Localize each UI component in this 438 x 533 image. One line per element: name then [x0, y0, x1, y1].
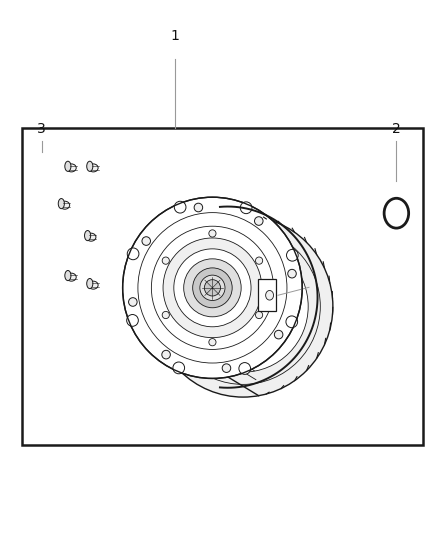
Ellipse shape [127, 248, 139, 260]
Ellipse shape [274, 330, 283, 339]
Polygon shape [228, 199, 333, 395]
Ellipse shape [254, 217, 263, 225]
Ellipse shape [87, 161, 93, 171]
Ellipse shape [142, 237, 151, 245]
Ellipse shape [255, 257, 263, 264]
Ellipse shape [123, 197, 302, 378]
Text: 1: 1 [171, 29, 180, 43]
Ellipse shape [67, 273, 76, 281]
Ellipse shape [222, 364, 231, 373]
Ellipse shape [288, 269, 296, 278]
Ellipse shape [138, 213, 287, 363]
Ellipse shape [193, 268, 232, 308]
Ellipse shape [265, 290, 273, 300]
Ellipse shape [184, 259, 241, 317]
Ellipse shape [152, 226, 273, 350]
Ellipse shape [162, 257, 170, 264]
Ellipse shape [86, 233, 96, 241]
Ellipse shape [127, 314, 138, 326]
Ellipse shape [209, 338, 216, 346]
Ellipse shape [58, 199, 64, 208]
Ellipse shape [286, 316, 297, 328]
Text: 3: 3 [37, 122, 46, 136]
Ellipse shape [205, 280, 220, 296]
Ellipse shape [194, 203, 203, 212]
Ellipse shape [166, 229, 320, 384]
FancyBboxPatch shape [258, 279, 276, 311]
Ellipse shape [162, 311, 170, 319]
Bar [22, 128, 423, 445]
Ellipse shape [178, 241, 308, 372]
Ellipse shape [239, 362, 251, 374]
Ellipse shape [85, 230, 91, 240]
Ellipse shape [163, 238, 262, 338]
Ellipse shape [209, 230, 216, 237]
Ellipse shape [174, 201, 186, 213]
Ellipse shape [129, 297, 137, 306]
Ellipse shape [88, 281, 98, 289]
Ellipse shape [286, 249, 298, 261]
Ellipse shape [255, 311, 263, 319]
Ellipse shape [153, 216, 333, 397]
Ellipse shape [174, 249, 251, 327]
Ellipse shape [65, 161, 71, 171]
Ellipse shape [173, 362, 184, 374]
Ellipse shape [67, 164, 76, 172]
Ellipse shape [65, 271, 71, 281]
Ellipse shape [87, 278, 93, 289]
Ellipse shape [88, 164, 98, 172]
Text: 2: 2 [392, 122, 401, 136]
Ellipse shape [162, 350, 170, 359]
Ellipse shape [60, 201, 70, 209]
Ellipse shape [200, 275, 225, 301]
Ellipse shape [240, 202, 252, 214]
